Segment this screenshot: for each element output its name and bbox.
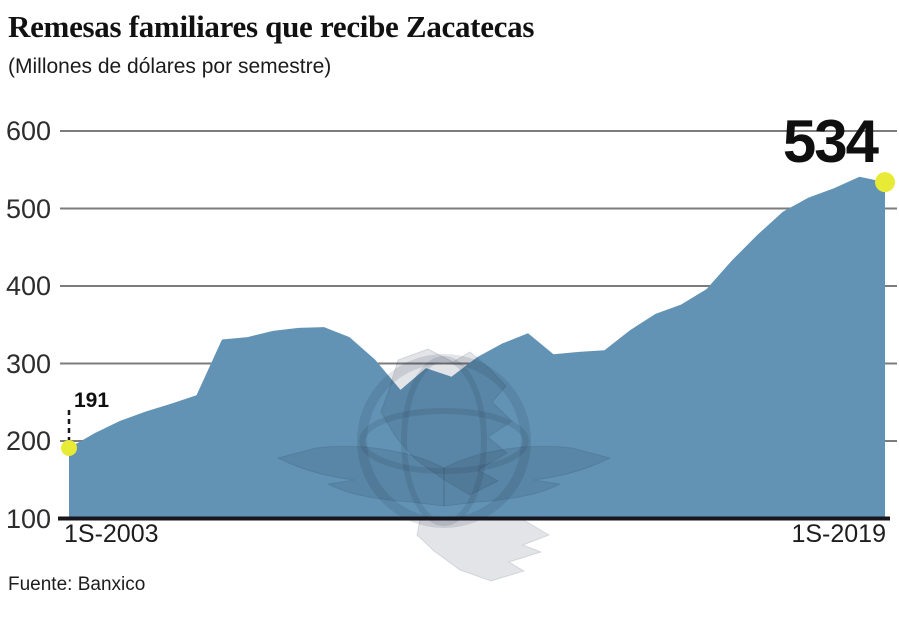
y-axis-label: 500 bbox=[6, 193, 52, 224]
eagle-globe-watermark-icon bbox=[276, 348, 612, 582]
start-value-annotation: 191 bbox=[74, 389, 110, 412]
end-value-annotation: 534 bbox=[782, 108, 879, 175]
y-axis-label: 100 bbox=[6, 503, 52, 534]
area-series bbox=[69, 176, 885, 519]
source-note: Fuente: Banxico bbox=[8, 574, 146, 595]
y-axis-label: 400 bbox=[6, 271, 52, 301]
chart-title: Remesas familiares que recibe Zacatecas bbox=[8, 9, 535, 44]
data-point-marker bbox=[61, 439, 77, 456]
data-point-markers bbox=[61, 172, 895, 456]
data-point-marker bbox=[875, 172, 895, 193]
y-axis-label: 200 bbox=[6, 426, 52, 456]
y-axis-label: 600 bbox=[6, 116, 52, 146]
chart-subtitle: (Millones de dólares por semestre) bbox=[8, 55, 332, 78]
x-axis-label-first: 1S-2003 bbox=[64, 520, 159, 548]
x-axis-label-last: 1S-2019 bbox=[791, 520, 886, 548]
y-axis-label: 300 bbox=[6, 348, 52, 379]
